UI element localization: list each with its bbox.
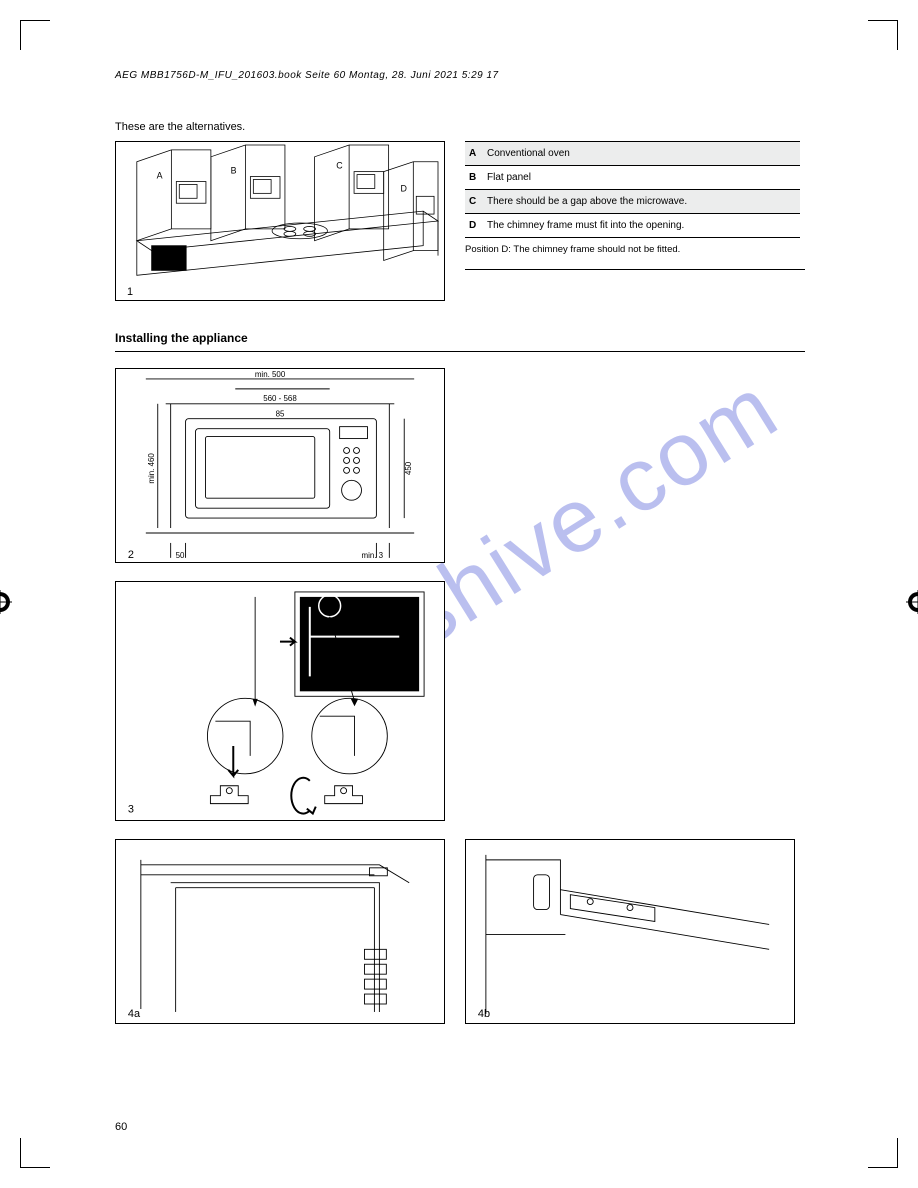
figure-kitchen: A B C D 1 [115,141,445,301]
row-text: Flat panel [483,166,800,190]
registration-mark-right [906,590,918,614]
row-key: A [465,142,483,166]
figure-corner-4a: 4a [115,839,445,1024]
section-installing-title: Installing the appliance [115,331,805,352]
svg-text:D: D [400,183,406,193]
crop-mark-tr [868,20,898,50]
crop-mark-br [868,1138,898,1168]
svg-text:450: 450 [404,461,413,475]
figure-screw-bracket: 3 [115,581,445,821]
section-positions-title: These are the alternatives. [115,121,805,133]
positions-table-note: Position D: The chimney frame should not… [465,238,805,270]
header-code: AEG MBB1756D-M_IFU_201603.book Seite 60 … [115,70,805,81]
svg-text:min. 460: min. 460 [147,453,156,484]
registration-mark-left [0,590,12,614]
svg-text:2: 2 [128,549,134,561]
table-row: DThe chimney frame must fit into the ope… [465,214,800,238]
row-bottom-figures: 4a [115,839,805,1024]
left-column: min. 500 560 - 568 min. 460 450 50 min. … [115,368,445,821]
svg-text:min. 3: min. 3 [361,551,383,560]
crop-mark-tl [20,20,50,50]
figure-corner-4b: 4b [465,839,795,1024]
page: manualshive.com AEG MBB1756D-M_IFU_20160… [0,0,918,1188]
row-key: D [465,214,483,238]
positions-table: AConventional oven BFlat panel CThere sh… [465,141,800,238]
page-number: 60 [115,1121,127,1133]
svg-text:C: C [336,161,343,171]
row-text: There should be a gap above the microwav… [483,190,800,214]
svg-text:50: 50 [176,551,185,560]
svg-text:A: A [157,171,163,181]
row-text: The chimney frame must fit into the open… [483,214,800,238]
row-positions: A B C D 1 AConventional oven BFlat panel… [115,141,805,301]
table-row: AConventional oven [465,142,800,166]
figure-install-dimensions: min. 500 560 - 568 min. 460 450 50 min. … [115,368,445,563]
row-key: C [465,190,483,214]
table-row: CThere should be a gap above the microwa… [465,190,800,214]
svg-text:560 - 568: 560 - 568 [263,394,297,403]
svg-text:3: 3 [128,804,134,816]
svg-text:B: B [231,166,237,176]
svg-text:1: 1 [127,286,133,298]
positions-table-wrap: AConventional oven BFlat panel CThere sh… [465,141,805,301]
content: AEG MBB1756D-M_IFU_201603.book Seite 60 … [115,70,805,1024]
svg-text:4a: 4a [128,1008,141,1020]
row-key: B [465,166,483,190]
row-text: Conventional oven [483,142,800,166]
crop-mark-bl [20,1138,50,1168]
table-row: BFlat panel [465,166,800,190]
dim-label: min. 500 [255,370,286,379]
svg-text:4b: 4b [478,1008,490,1020]
svg-text:85: 85 [276,410,285,419]
